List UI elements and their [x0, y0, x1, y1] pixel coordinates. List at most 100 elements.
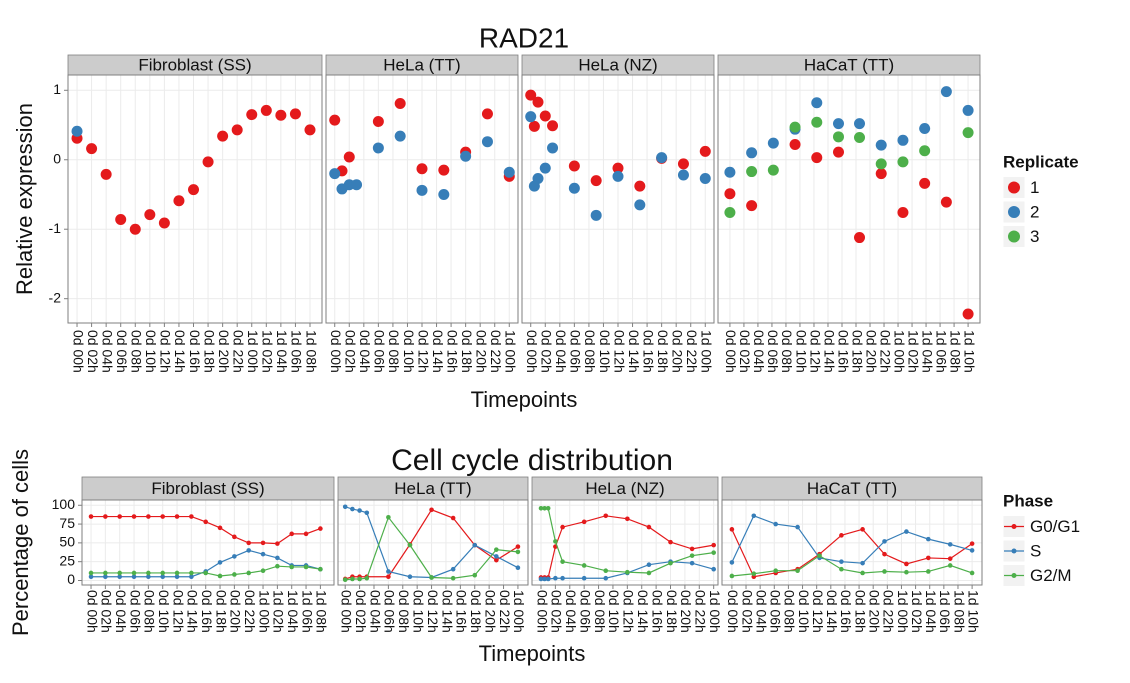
strip-label: HaCaT (TT) [804, 55, 894, 74]
x-tick-label: 0d 14h [172, 330, 188, 373]
data-point [407, 574, 413, 580]
x-tick-label: 0d 12h [415, 330, 431, 373]
data-point [532, 96, 544, 108]
data-point [729, 560, 735, 565]
data-point [539, 110, 551, 122]
data-point [231, 124, 243, 136]
x-tick-label: 0d 16h [640, 330, 656, 373]
data-point [303, 531, 309, 537]
x-tick-label: 1d 00h [511, 590, 527, 633]
x-tick-label: 1d 02h [271, 590, 287, 633]
data-point [203, 519, 209, 525]
x-tick-label: 0d 02h [739, 590, 755, 633]
data-point [947, 542, 953, 547]
data-point [329, 168, 341, 180]
x-tick-label: 0d 20h [863, 330, 879, 373]
x-tick-label: 0d 16h [838, 590, 854, 633]
data-point [146, 514, 151, 519]
x-tick-label: 0d 10h [793, 330, 809, 373]
data-point [962, 308, 974, 320]
data-point [904, 569, 909, 575]
data-point [947, 556, 953, 561]
data-point [854, 232, 866, 244]
y-tick-label: 0 [53, 150, 61, 166]
data-point [854, 132, 866, 144]
x-tick-label: 1d 00h [256, 590, 272, 633]
x-tick-label: 0d 10h [796, 590, 812, 633]
data-point [724, 207, 736, 219]
data-point [117, 574, 122, 580]
data-point [875, 139, 887, 151]
x-tick-label: 1d 00h [245, 330, 261, 373]
x-tick-label: 0d 12h [621, 590, 637, 633]
data-point [372, 116, 384, 128]
x-tick-label: 1d 06h [289, 330, 305, 373]
series-line [731, 515, 973, 564]
data-point [394, 97, 406, 109]
x-tick-label: 0d 00h [723, 330, 739, 373]
data-point [940, 196, 952, 208]
x-tick-label: 0d 16h [199, 590, 215, 633]
data-point [429, 575, 434, 580]
x-tick-label: 0d 00h [524, 330, 540, 373]
data-point [568, 182, 580, 194]
data-point [897, 134, 909, 146]
data-point [882, 551, 887, 557]
x-tick-label: 0d 20h [473, 330, 489, 373]
x-tick-label: 0d 10h [597, 330, 613, 373]
panel-border [531, 499, 719, 586]
data-point [275, 109, 287, 121]
data-point [364, 510, 370, 516]
data-point [795, 568, 800, 574]
data-point [729, 573, 735, 579]
y-tick-label: 50 [59, 534, 75, 550]
data-point [515, 549, 521, 555]
data-point [416, 163, 428, 175]
data-point [438, 188, 450, 200]
data-point [160, 570, 166, 576]
x-tick-label: 0d 16h [444, 330, 460, 373]
data-point [832, 131, 844, 143]
strip-label: HaCaT (TT) [807, 479, 897, 498]
data-point [767, 164, 779, 176]
x-axis-label: Timepoints [471, 387, 578, 412]
data-point [386, 574, 391, 580]
legend-label: 1 [1030, 178, 1039, 197]
data-point [88, 574, 94, 580]
data-point [656, 152, 668, 164]
data-point [553, 539, 558, 544]
data-point [767, 137, 779, 149]
x-tick-label: 0d 06h [382, 590, 398, 633]
series-line [731, 554, 973, 577]
data-point [919, 145, 931, 157]
data-point [882, 539, 887, 544]
data-point [832, 118, 844, 130]
data-point [919, 177, 931, 189]
legend-label: 2 [1030, 202, 1039, 221]
x-tick-label: 0d 22h [230, 330, 246, 373]
data-point [472, 572, 478, 578]
data-point [542, 576, 547, 582]
data-point [103, 514, 108, 519]
data-point [260, 568, 266, 574]
legend-title: Replicate [1003, 152, 1079, 171]
data-point [532, 173, 544, 185]
data-point [711, 566, 716, 572]
data-point [88, 514, 94, 519]
data-point [217, 573, 223, 579]
data-point [174, 574, 180, 580]
x-tick-label: 0d 04h [553, 330, 569, 373]
strip-label: HeLa (TT) [383, 55, 460, 74]
x-tick-label: 0d 06h [765, 330, 781, 373]
data-point [860, 570, 865, 576]
data-point [751, 513, 757, 519]
data-point [860, 560, 865, 566]
data-point [71, 125, 83, 137]
data-point [538, 505, 544, 511]
data-point [839, 559, 844, 564]
y-tick-label: -2 [49, 289, 62, 305]
